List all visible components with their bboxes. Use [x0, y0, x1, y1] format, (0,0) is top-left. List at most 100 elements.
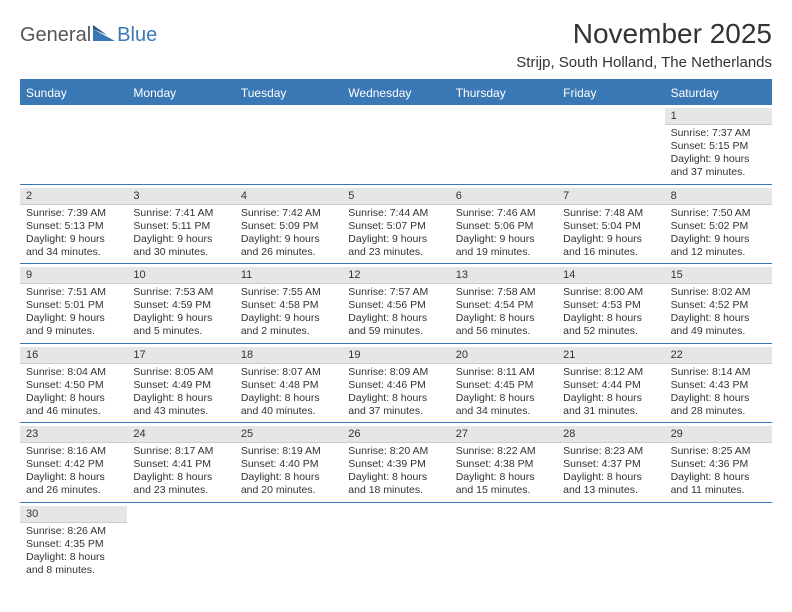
day-number: 19	[342, 347, 449, 364]
day-cell: 20 Sunrise: 8:11 AMSunset: 4:45 PMDayligh…	[450, 344, 557, 423]
day-info: Sunrise: 8:11 AMSunset: 4:45 PMDaylight:…	[456, 366, 551, 419]
week-row: 30 Sunrise: 8:26 AMSunset: 4:35 PMDayligh…	[20, 503, 772, 582]
day-cell: 24Sunrise: 8:17 AMSunset: 4:41 PMDayligh…	[127, 423, 234, 502]
day-headers-row: SundayMondayTuesdayWednesdayThursdayFrid…	[20, 81, 772, 105]
week-row: 9 Sunrise: 7:51 AMSunset: 5:01 PMDaylight…	[20, 264, 772, 344]
day-number: 29	[665, 426, 772, 443]
day-info: Sunrise: 8:25 AMSunset: 4:36 PMDaylight:…	[671, 445, 766, 498]
day-cell: 4 Sunrise: 7:42 AMSunset: 5:09 PMDaylight…	[235, 185, 342, 264]
day-number: 12	[342, 267, 449, 284]
empty-cell	[665, 503, 772, 582]
day-number: 5	[342, 188, 449, 205]
day-info: Sunrise: 8:19 AMSunset: 4:40 PMDaylight:…	[241, 445, 336, 498]
day-cell: 26 Sunrise: 8:20 AMSunset: 4:39 PMDayligh…	[342, 423, 449, 502]
day-number: 22	[665, 347, 772, 364]
day-info: Sunrise: 7:55 AMSunset: 4:58 PMDaylight:…	[241, 286, 336, 339]
day-info: Sunrise: 7:44 AMSunset: 5:07 PMDaylight:…	[348, 207, 443, 260]
day-info: Sunrise: 8:07 AMSunset: 4:48 PMDaylight:…	[241, 366, 336, 419]
calendar: SundayMondayTuesdayWednesdayThursdayFrid…	[20, 79, 772, 581]
day-cell: 18 Sunrise: 8:07 AMSunset: 4:48 PMDayligh…	[235, 344, 342, 423]
day-cell: 13Sunrise: 7:58 AMSunset: 4:54 PMDayligh…	[450, 264, 557, 343]
day-number: 20	[450, 347, 557, 364]
day-cell: 14 Sunrise: 8:00 AMSunset: 4:53 PMDayligh…	[557, 264, 664, 343]
day-info: Sunrise: 7:51 AMSunset: 5:01 PMDaylight:…	[26, 286, 121, 339]
day-number: 10	[127, 267, 234, 284]
day-cell: 16 Sunrise: 8:04 AMSunset: 4:50 PMDayligh…	[20, 344, 127, 423]
day-number: 1	[665, 108, 772, 125]
day-cell: 9 Sunrise: 7:51 AMSunset: 5:01 PMDaylight…	[20, 264, 127, 343]
day-number: 21	[557, 347, 664, 364]
day-number: 8	[665, 188, 772, 205]
empty-cell	[20, 105, 127, 184]
week-row: 23 Sunrise: 8:16 AMSunset: 4:42 PMDayligh…	[20, 423, 772, 503]
day-info: Sunrise: 8:16 AMSunset: 4:42 PMDaylight:…	[26, 445, 121, 498]
day-cell: 15Sunrise: 8:02 AMSunset: 4:52 PMDayligh…	[665, 264, 772, 343]
title-block: November 2025 Strijp, South Holland, The…	[516, 18, 772, 71]
day-number: 27	[450, 426, 557, 443]
day-number: 4	[235, 188, 342, 205]
empty-cell	[557, 105, 664, 184]
day-cell: 6 Sunrise: 7:46 AMSunset: 5:06 PMDaylight…	[450, 185, 557, 264]
week-row: 16 Sunrise: 8:04 AMSunset: 4:50 PMDayligh…	[20, 344, 772, 424]
day-info: Sunrise: 8:22 AMSunset: 4:38 PMDaylight:…	[456, 445, 551, 498]
empty-cell	[450, 503, 557, 582]
logo-text-general: General	[20, 24, 91, 47]
day-info: Sunrise: 8:26 AMSunset: 4:35 PMDaylight:…	[26, 525, 121, 578]
day-info: Sunrise: 8:23 AMSunset: 4:37 PMDaylight:…	[563, 445, 658, 498]
day-cell: 5 Sunrise: 7:44 AMSunset: 5:07 PMDaylight…	[342, 185, 449, 264]
day-number: 30	[20, 506, 127, 523]
empty-cell	[127, 503, 234, 582]
header: General Blue November 2025 Strijp, South…	[20, 18, 772, 71]
day-info: Sunrise: 7:57 AMSunset: 4:56 PMDaylight:…	[348, 286, 443, 339]
day-cell: 1Sunrise: 7:37 AMSunset: 5:15 PMDaylight…	[665, 105, 772, 184]
day-number: 23	[20, 426, 127, 443]
day-info: Sunrise: 7:53 AMSunset: 4:59 PMDaylight:…	[133, 286, 228, 339]
day-cell: 25Sunrise: 8:19 AMSunset: 4:40 PMDayligh…	[235, 423, 342, 502]
day-cell: 28Sunrise: 8:23 AMSunset: 4:37 PMDayligh…	[557, 423, 664, 502]
day-info: Sunrise: 7:42 AMSunset: 5:09 PMDaylight:…	[241, 207, 336, 260]
day-cell: 12 Sunrise: 7:57 AMSunset: 4:56 PMDayligh…	[342, 264, 449, 343]
day-cell: 29 Sunrise: 8:25 AMSunset: 4:36 PMDayligh…	[665, 423, 772, 502]
day-info: Sunrise: 8:09 AMSunset: 4:46 PMDaylight:…	[348, 366, 443, 419]
day-cell: 17Sunrise: 8:05 AMSunset: 4:49 PMDayligh…	[127, 344, 234, 423]
logo: General Blue	[20, 18, 157, 47]
day-cell: 10 Sunrise: 7:53 AMSunset: 4:59 PMDayligh…	[127, 264, 234, 343]
day-number: 6	[450, 188, 557, 205]
day-cell: 27 Sunrise: 8:22 AMSunset: 4:38 PMDayligh…	[450, 423, 557, 502]
day-cell: 23 Sunrise: 8:16 AMSunset: 4:42 PMDayligh…	[20, 423, 127, 502]
day-info: Sunrise: 8:12 AMSunset: 4:44 PMDaylight:…	[563, 366, 658, 419]
empty-cell	[342, 105, 449, 184]
day-info: Sunrise: 7:46 AMSunset: 5:06 PMDaylight:…	[456, 207, 551, 260]
day-number: 18	[235, 347, 342, 364]
day-cell: 8Sunrise: 7:50 AMSunset: 5:02 PMDaylight…	[665, 185, 772, 264]
empty-cell	[235, 105, 342, 184]
day-info: Sunrise: 7:48 AMSunset: 5:04 PMDaylight:…	[563, 207, 658, 260]
day-cell: 3Sunrise: 7:41 AMSunset: 5:11 PMDaylight…	[127, 185, 234, 264]
day-cell: 7Sunrise: 7:48 AMSunset: 5:04 PMDaylight…	[557, 185, 664, 264]
day-info: Sunrise: 8:05 AMSunset: 4:49 PMDaylight:…	[133, 366, 228, 419]
day-cell: 22 Sunrise: 8:14 AMSunset: 4:43 PMDayligh…	[665, 344, 772, 423]
empty-cell	[342, 503, 449, 582]
day-info: Sunrise: 8:14 AMSunset: 4:43 PMDaylight:…	[671, 366, 766, 419]
day-header: Friday	[557, 81, 664, 105]
week-row: 2Sunrise: 7:39 AMSunset: 5:13 PMDaylight…	[20, 185, 772, 265]
day-cell: 11Sunrise: 7:55 AMSunset: 4:58 PMDayligh…	[235, 264, 342, 343]
day-info: Sunrise: 8:04 AMSunset: 4:50 PMDaylight:…	[26, 366, 121, 419]
day-number: 16	[20, 347, 127, 364]
day-info: Sunrise: 8:20 AMSunset: 4:39 PMDaylight:…	[348, 445, 443, 498]
day-cell: 30 Sunrise: 8:26 AMSunset: 4:35 PMDayligh…	[20, 503, 127, 582]
day-number: 2	[20, 188, 127, 205]
day-info: Sunrise: 8:00 AMSunset: 4:53 PMDaylight:…	[563, 286, 658, 339]
day-number: 14	[557, 267, 664, 284]
week-row: 1Sunrise: 7:37 AMSunset: 5:15 PMDaylight…	[20, 105, 772, 185]
day-header: Saturday	[665, 81, 772, 105]
day-number: 9	[20, 267, 127, 284]
day-header: Tuesday	[235, 81, 342, 105]
day-info: Sunrise: 8:17 AMSunset: 4:41 PMDaylight:…	[133, 445, 228, 498]
day-header: Wednesday	[342, 81, 449, 105]
day-number: 13	[450, 267, 557, 284]
day-number: 26	[342, 426, 449, 443]
day-cell: 2Sunrise: 7:39 AMSunset: 5:13 PMDaylight…	[20, 185, 127, 264]
empty-cell	[127, 105, 234, 184]
day-cell: 21 Sunrise: 8:12 AMSunset: 4:44 PMDayligh…	[557, 344, 664, 423]
